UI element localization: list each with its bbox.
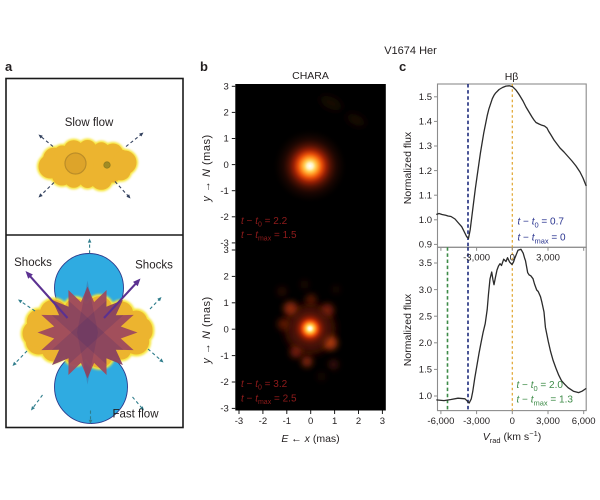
svg-text:b: b bbox=[200, 59, 208, 74]
svg-text:-2: -2 bbox=[220, 377, 228, 388]
svg-text:-3,000: -3,000 bbox=[463, 252, 490, 263]
svg-text:-3: -3 bbox=[235, 416, 243, 427]
svg-text:2: 2 bbox=[224, 272, 229, 283]
svg-text:t − tmax = 2.5: t − tmax = 2.5 bbox=[241, 394, 297, 407]
svg-text:3: 3 bbox=[380, 416, 385, 427]
svg-text:t − tmax = 1.3: t − tmax = 1.3 bbox=[517, 395, 574, 408]
svg-text:y → N (mas): y → N (mas) bbox=[201, 296, 213, 364]
svg-text:Hβ: Hβ bbox=[505, 71, 519, 83]
svg-text:-6,000: -6,000 bbox=[427, 416, 454, 427]
svg-text:3: 3 bbox=[224, 245, 229, 256]
svg-text:-2: -2 bbox=[220, 212, 228, 223]
svg-text:Normalized flux: Normalized flux bbox=[402, 293, 414, 366]
svg-text:-3: -3 bbox=[220, 238, 228, 249]
svg-text:1.5: 1.5 bbox=[419, 365, 432, 376]
svg-text:2.0: 2.0 bbox=[419, 338, 432, 349]
svg-text:1.4: 1.4 bbox=[419, 117, 432, 128]
svg-text:0: 0 bbox=[308, 416, 313, 427]
svg-text:0: 0 bbox=[224, 324, 229, 335]
svg-text:6,000: 6,000 bbox=[572, 416, 596, 427]
svg-text:2: 2 bbox=[356, 416, 361, 427]
svg-text:t − tmax = 0: t − tmax = 0 bbox=[518, 233, 567, 246]
svg-text:a: a bbox=[5, 59, 13, 74]
svg-text:1.3: 1.3 bbox=[419, 141, 432, 152]
svg-text:0: 0 bbox=[510, 252, 515, 263]
svg-text:t − t0 = 3.2: t − t0 = 3.2 bbox=[241, 379, 288, 392]
svg-text:1.2: 1.2 bbox=[419, 166, 432, 177]
svg-text:y → N (mas): y → N (mas) bbox=[201, 134, 213, 202]
svg-text:3,000: 3,000 bbox=[536, 252, 560, 263]
svg-text:t − t0 = 0.7: t − t0 = 0.7 bbox=[518, 217, 565, 230]
svg-text:-1: -1 bbox=[220, 351, 228, 362]
svg-text:t − t0 = 2.0: t − t0 = 2.0 bbox=[517, 380, 564, 393]
svg-text:0.9: 0.9 bbox=[419, 240, 432, 251]
svg-text:1.0: 1.0 bbox=[419, 391, 432, 402]
svg-text:-1: -1 bbox=[220, 186, 228, 197]
svg-text:Slow flow: Slow flow bbox=[65, 117, 114, 129]
svg-text:2.5: 2.5 bbox=[419, 311, 432, 322]
svg-text:CHARA: CHARA bbox=[292, 70, 329, 82]
svg-text:1: 1 bbox=[224, 298, 229, 309]
svg-text:t − tmax = 1.5: t − tmax = 1.5 bbox=[241, 230, 297, 243]
svg-text:3,000: 3,000 bbox=[536, 416, 560, 427]
svg-text:t − t0 = 2.2: t − t0 = 2.2 bbox=[241, 216, 288, 229]
svg-text:E ← x (mas): E ← x (mas) bbox=[281, 433, 339, 445]
svg-text:0: 0 bbox=[510, 416, 515, 427]
svg-text:Shocks: Shocks bbox=[14, 257, 52, 269]
svg-text:Vrad (km s−1): Vrad (km s−1) bbox=[483, 429, 542, 445]
svg-text:Normalized flux: Normalized flux bbox=[402, 131, 414, 204]
svg-text:3: 3 bbox=[224, 82, 229, 93]
svg-text:1.1: 1.1 bbox=[419, 190, 432, 201]
svg-text:3.5: 3.5 bbox=[419, 258, 432, 269]
svg-text:-2: -2 bbox=[259, 416, 267, 427]
svg-text:-3,000: -3,000 bbox=[463, 416, 490, 427]
svg-text:1.0: 1.0 bbox=[419, 215, 432, 226]
svg-text:1: 1 bbox=[224, 134, 229, 145]
svg-text:1.5: 1.5 bbox=[419, 92, 432, 103]
svg-text:Shocks: Shocks bbox=[135, 260, 173, 272]
svg-text:c: c bbox=[399, 59, 406, 74]
svg-text:-1: -1 bbox=[283, 416, 291, 427]
svg-text:Fast flow: Fast flow bbox=[112, 409, 159, 421]
svg-text:2: 2 bbox=[224, 108, 229, 119]
svg-text:3.0: 3.0 bbox=[419, 285, 432, 296]
svg-text:V1674 Her: V1674 Her bbox=[384, 45, 437, 57]
svg-text:0: 0 bbox=[224, 160, 229, 171]
svg-text:-3: -3 bbox=[220, 404, 228, 415]
svg-text:1: 1 bbox=[332, 416, 337, 427]
